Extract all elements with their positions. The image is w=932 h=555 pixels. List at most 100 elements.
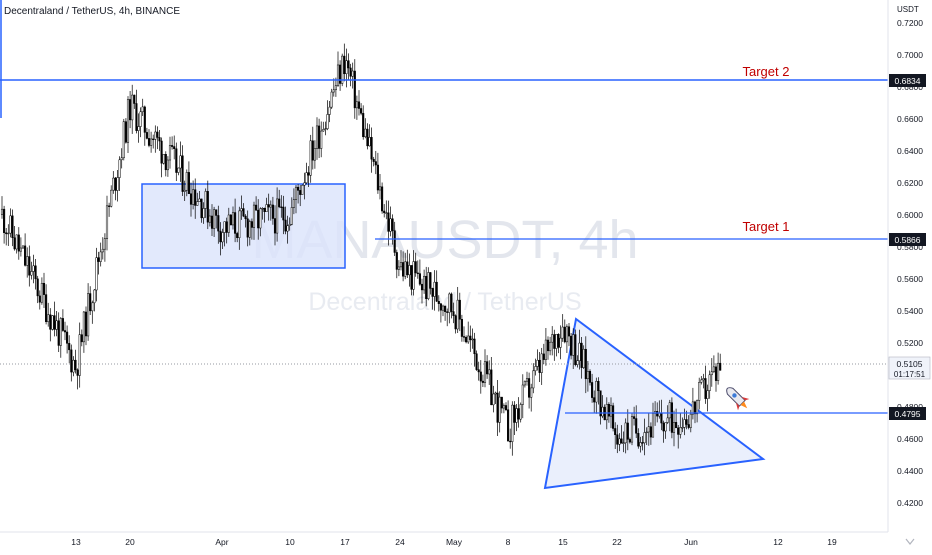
candle-body (708, 374, 711, 391)
candle-body (469, 335, 472, 341)
candle-body (696, 400, 699, 415)
candle-body (521, 384, 524, 405)
candle-body (282, 206, 285, 221)
candle-body (633, 416, 636, 419)
candle-body (681, 427, 684, 429)
target-1-price-badge (889, 233, 926, 246)
candle-body (586, 371, 589, 380)
candle-body (110, 189, 113, 207)
date-tick-labels: 13 20 Apr 10 17 24 May 8 15 22 Jun 12 19 (71, 537, 837, 547)
candle-body (555, 333, 558, 349)
candle-body (269, 204, 272, 208)
candle-body (668, 402, 671, 419)
candle-body (494, 392, 497, 395)
candle-body (609, 405, 613, 417)
candle-body (183, 189, 186, 192)
price-tick-label: 0.5800 (897, 242, 923, 252)
candle-body (299, 190, 302, 195)
candle-body (63, 330, 67, 333)
candle-body (429, 272, 432, 289)
time-axis[interactable] (0, 532, 888, 550)
candle-body (322, 129, 325, 132)
candle-body (492, 393, 495, 406)
price-tick-label: 0.5600 (897, 274, 923, 284)
candle-body (271, 204, 274, 219)
candle-body (227, 214, 230, 233)
candle-body (259, 208, 262, 229)
candle-body (645, 431, 648, 434)
candle-body (248, 221, 251, 238)
candle-body (99, 251, 102, 262)
candle-body (607, 404, 610, 417)
candle-body (362, 113, 365, 138)
countdown-text: 01:17:51 (894, 370, 926, 379)
candle-body (677, 427, 680, 435)
current-price-badge (888, 356, 931, 380)
candle-body (5, 232, 8, 235)
candle-body (112, 177, 115, 191)
candle-body (528, 378, 531, 398)
candle-body (7, 232, 10, 235)
candle-body (336, 64, 340, 86)
candle-body (693, 401, 697, 415)
rocket-icon (726, 387, 750, 411)
candle-body (0, 208, 4, 215)
price-tick-label: 0.4200 (897, 498, 923, 508)
candle-body (714, 366, 718, 381)
candle-body (318, 125, 321, 149)
candle-body (66, 331, 69, 344)
candle-body (116, 177, 119, 191)
candle-body (452, 311, 455, 316)
price-axis[interactable] (888, 0, 932, 550)
candle-body (202, 208, 205, 219)
candle-body (238, 210, 241, 238)
candle-body (34, 265, 37, 280)
candle-body (601, 406, 604, 417)
candle-body (349, 67, 352, 77)
candle-body (557, 333, 560, 348)
target-1-label: Target 1 (743, 219, 790, 234)
candle-body (719, 362, 722, 371)
candle-body (21, 245, 25, 249)
candle-body (210, 215, 214, 229)
candle-body (200, 198, 203, 219)
chevron-down-icon[interactable] (905, 538, 915, 545)
candle-body (620, 438, 623, 444)
candle-body (3, 208, 6, 233)
consolidation-box[interactable] (141, 183, 346, 269)
candle-body (425, 275, 428, 300)
candle-body (231, 212, 235, 226)
candle-body (278, 198, 281, 208)
date-tick-label: 15 (558, 537, 568, 547)
candle-body (639, 442, 642, 447)
candle-body (486, 361, 489, 375)
candle-body (456, 299, 459, 330)
price-tick-label: 0.6200 (897, 178, 923, 188)
candle-body (507, 409, 510, 442)
candle-body (538, 359, 541, 373)
candle-body (483, 361, 487, 383)
candle-body (126, 99, 130, 143)
candle-body (641, 442, 644, 444)
candle-body (257, 209, 260, 229)
candle-body (446, 311, 449, 313)
candle-body (57, 320, 60, 346)
date-tick-label: 10 (285, 537, 295, 547)
candle-body (687, 424, 690, 428)
candle-body (404, 261, 407, 277)
symmetrical-triangle[interactable] (543, 317, 766, 490)
candle-body (649, 426, 652, 438)
candle-body (612, 405, 615, 429)
candle-body (97, 257, 100, 262)
candle-body (572, 334, 575, 356)
candle-body (9, 215, 12, 234)
candle-body (129, 99, 132, 121)
candle-body (173, 146, 176, 149)
candle-body (255, 204, 258, 211)
candle-body (475, 353, 478, 370)
candle-body (553, 334, 556, 349)
candle-body (192, 189, 195, 205)
candle-body (341, 55, 344, 84)
